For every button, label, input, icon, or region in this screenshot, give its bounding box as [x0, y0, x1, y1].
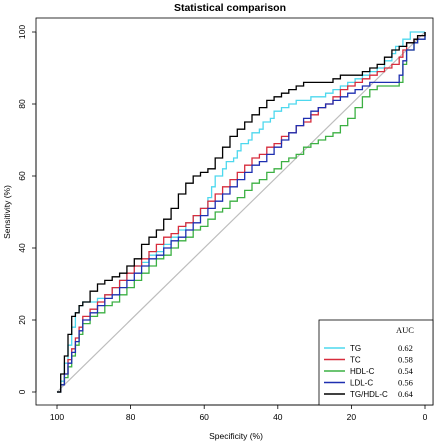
x-tick-label: 40: [273, 412, 283, 422]
series-line-ldl-c: [57, 32, 426, 393]
y-tick-label: 40: [17, 243, 27, 253]
legend-auc-tg: 0.62: [398, 343, 413, 353]
y-tick-label: 60: [17, 171, 27, 181]
x-axis-label: Specificity (%): [209, 431, 263, 441]
legend-auc-tc: 0.58: [398, 355, 413, 365]
y-tick-label: 0: [17, 389, 27, 394]
legend-label-tg: TG: [350, 344, 361, 353]
legend-label-ldl-c: LDL-C: [350, 379, 373, 388]
x-axis: 100 80 60 40 20 0: [50, 404, 428, 422]
series-line-tg-hdl-c: [57, 32, 426, 393]
series-layer: [57, 31, 426, 393]
diagonal-layer: [56, 31, 426, 393]
y-tick-label: 20: [17, 315, 27, 325]
chart-title: Statistical comparison: [174, 2, 286, 14]
legend-label-tc: TC: [350, 356, 361, 365]
legend: AUC TG 0.62 TC 0.58 HDL-C 0.54 LDL-C 0.56 TG/HDL…: [318, 319, 434, 406]
x-tick-label: 20: [347, 412, 357, 422]
legend-label-tg-hdl-c: TG/HDL-C: [350, 390, 388, 399]
y-tick-label: 100: [17, 25, 27, 39]
legend-auc-ldl-c: 0.56: [398, 378, 413, 388]
legend-label-hdl-c: HDL-C: [350, 367, 375, 376]
legend-auc-hdl-c: 0.54: [398, 366, 414, 376]
x-tick-label: 80: [126, 412, 136, 422]
legend-auc-header: AUC: [396, 325, 414, 335]
y-tick-label: 80: [17, 99, 27, 109]
y-axis-label: Sensitivity (%): [2, 185, 12, 239]
diagonal-reference-line: [56, 31, 426, 393]
legend-box: [318, 319, 434, 406]
legend-auc-tg-hdl-c: 0.64: [398, 389, 414, 399]
x-tick-label: 0: [423, 412, 428, 422]
x-tick-label: 100: [50, 412, 64, 422]
y-axis: 0 20 40 60 80 100: [17, 25, 37, 394]
x-tick-label: 60: [199, 412, 209, 422]
